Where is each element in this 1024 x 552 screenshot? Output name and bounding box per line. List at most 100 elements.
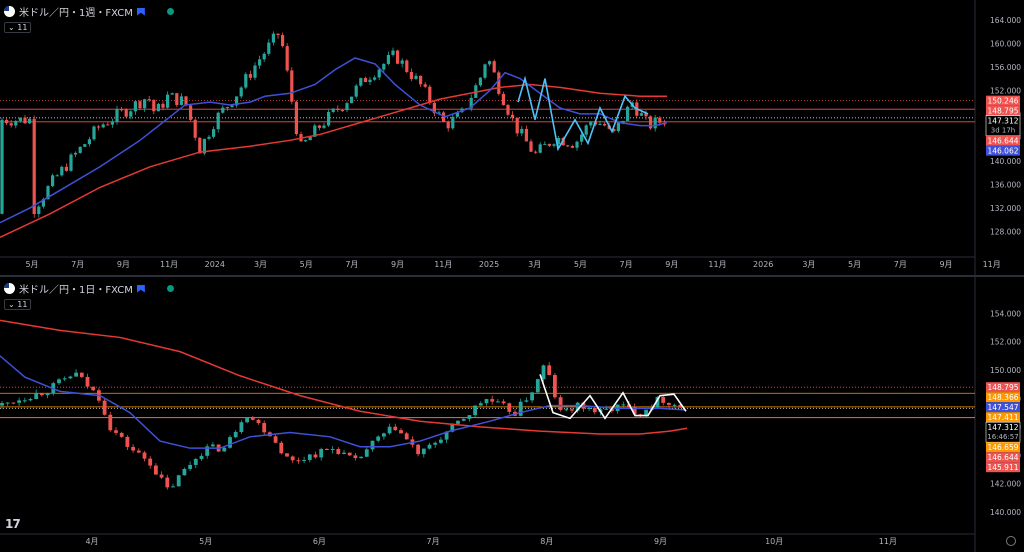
candle-body (189, 105, 193, 120)
moving-average-slow (0, 83, 667, 239)
time-tick-label: 2025 (479, 260, 499, 269)
candle-body (120, 109, 124, 111)
zigzag-pattern-line (517, 75, 649, 152)
price-level-label-bg (986, 442, 1020, 453)
candle-body (156, 103, 160, 112)
candle-body (347, 452, 352, 456)
candle-body (327, 111, 331, 126)
weekly-indicator-toggle[interactable]: ⌄ 11 (4, 22, 32, 33)
candle-body (678, 404, 683, 408)
candle-body (603, 123, 607, 126)
candle-body (469, 97, 473, 109)
candle-body (496, 401, 500, 403)
candle-body (55, 175, 59, 177)
candle-body (233, 432, 238, 438)
candle-body (166, 94, 170, 108)
candle-body (108, 414, 113, 431)
time-tick-label: 5月 (574, 260, 587, 269)
candle-body (446, 121, 450, 129)
bookmark-icon[interactable] (136, 284, 145, 293)
weekly-chart-pane[interactable]: 128.000132.000136.000140.000144.000148.0… (0, 0, 1024, 275)
candle-body (552, 144, 556, 146)
settings-gear-icon[interactable] (1006, 536, 1016, 546)
price-tick-label: 140.000 (990, 157, 1021, 166)
candle-body (492, 61, 496, 73)
weekly-chart-canvas[interactable]: 128.000132.000136.000140.000144.000148.0… (0, 0, 1024, 275)
candle-body (147, 99, 151, 101)
candle-body (399, 430, 403, 434)
tradingview-logo[interactable]: 17 (5, 517, 21, 531)
candle-body (330, 449, 335, 451)
price-level-label: 147.547 (987, 403, 1018, 412)
candle-body (205, 446, 210, 456)
candle-body (364, 449, 369, 457)
price-level-label-bg (986, 135, 1020, 146)
candle-body (136, 450, 141, 453)
candle-body (584, 125, 588, 135)
candle-body (28, 118, 32, 124)
candle-body (17, 400, 21, 403)
candle-body (11, 402, 16, 404)
price-tick-label: 152.000 (990, 86, 1021, 95)
weekly-chart-title: 米ドル／円・1週・FXCM (19, 8, 133, 19)
candle-body (83, 144, 87, 147)
price-tick-label: 140.000 (990, 508, 1021, 517)
price-level-label: 148.795 (987, 107, 1018, 116)
price-level-label: 146.644 (987, 453, 1018, 462)
candle-body (604, 408, 609, 410)
daily-chart-pane[interactable]: 140.000142.000144.000146.000148.000150.0… (0, 277, 1024, 552)
price-tick-label: 142.000 (990, 480, 1021, 489)
time-tick-label: 8月 (540, 537, 553, 546)
candle-body (37, 206, 41, 215)
candle-body (501, 401, 506, 404)
candle-body (444, 431, 449, 440)
candle-body (23, 117, 27, 124)
candle-body (239, 87, 243, 97)
price-level-label-bg (986, 105, 1020, 116)
candle-body (416, 444, 420, 455)
price-level-label: 147.411 (987, 413, 1018, 422)
candle-body (319, 449, 324, 458)
price-tick-label: 132.000 (990, 204, 1021, 213)
price-level-label: 148.795 (987, 383, 1018, 392)
candle-body (386, 54, 390, 64)
candle-body (478, 77, 482, 86)
candle-body (302, 459, 306, 461)
candle-body (184, 96, 188, 106)
candle-body (110, 121, 114, 125)
candle-body (621, 404, 626, 406)
candle-body (87, 139, 91, 145)
time-tick-label: 5月 (25, 260, 38, 269)
candle-body (350, 96, 354, 104)
price-level-label-bg (986, 145, 1020, 156)
price-level-label-bg (986, 402, 1020, 413)
candle-body (387, 426, 392, 434)
candle-body (484, 399, 489, 404)
time-tick-label: 9月 (939, 260, 952, 269)
candle-body (296, 460, 301, 462)
candle-body (133, 101, 137, 112)
daily-indicator-toggle[interactable]: ⌄ 11 (4, 299, 32, 310)
price-tick-label: 160.000 (990, 39, 1021, 48)
daily-chart-header: 米ドル／円・1日・FXCM (4, 281, 174, 296)
price-level-label: 150.246 (987, 97, 1018, 106)
candle-body (40, 393, 44, 396)
candle-body (354, 85, 358, 97)
candle-body (267, 42, 271, 54)
pane-separator[interactable] (0, 275, 1024, 277)
candle-body (290, 70, 294, 102)
candle-body (78, 146, 82, 153)
candle-body (211, 444, 215, 447)
price-level-label: 145.911 (987, 463, 1018, 472)
daily-chart-canvas[interactable]: 140.000142.000144.000146.000148.000150.0… (0, 277, 1024, 552)
candle-body (570, 145, 574, 148)
candle-body (207, 136, 211, 139)
candle-body (171, 486, 175, 488)
candle-body (419, 75, 423, 85)
bookmark-icon[interactable] (136, 7, 145, 16)
price-level-label: 147.312 (987, 423, 1018, 432)
candle-body (529, 141, 533, 152)
candle-body (433, 442, 438, 445)
candle-body (331, 108, 335, 112)
candle-body (279, 442, 284, 454)
